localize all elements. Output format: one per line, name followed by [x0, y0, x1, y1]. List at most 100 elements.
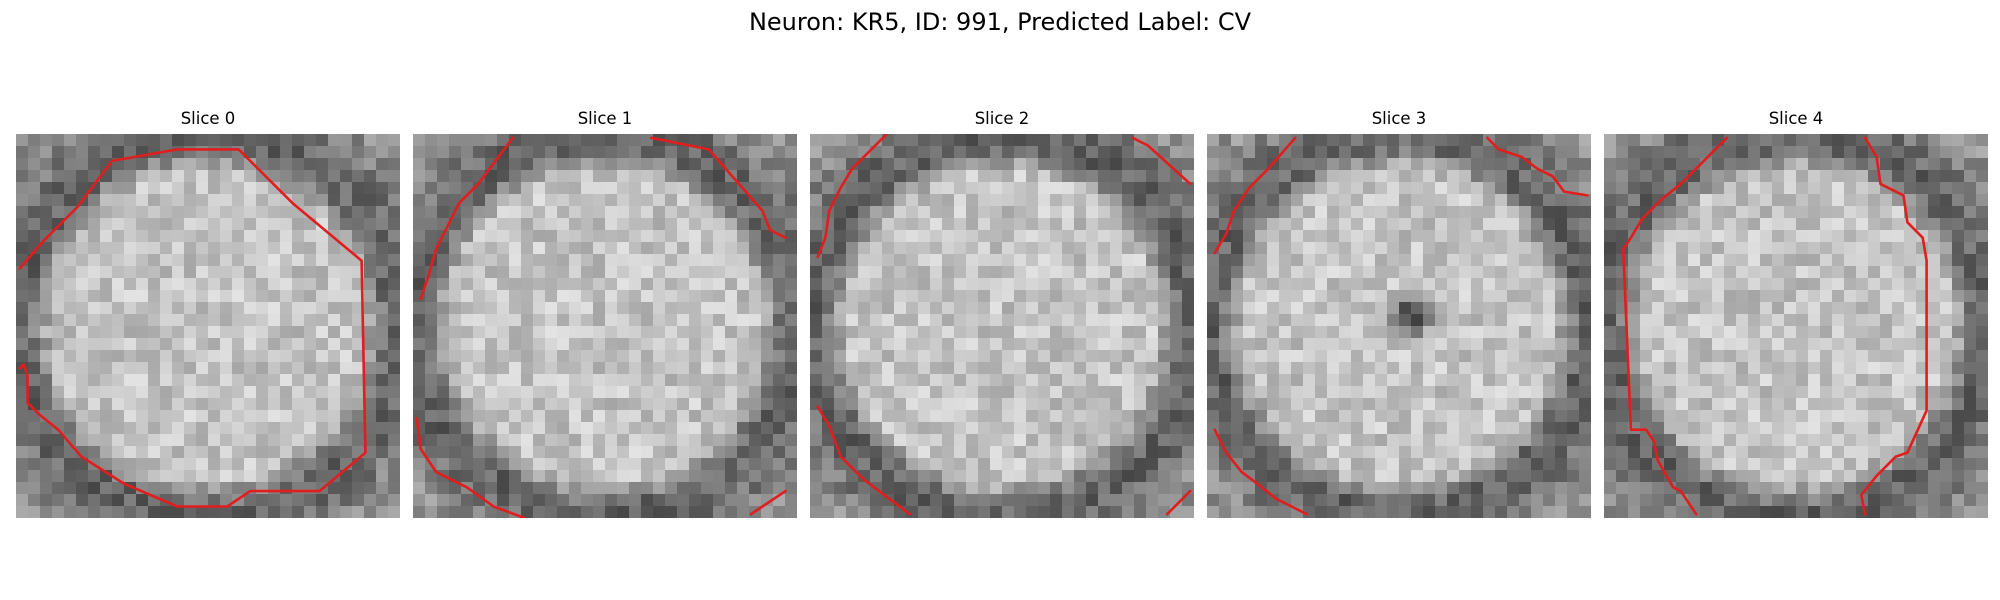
pixel-cell	[1844, 218, 1857, 231]
pixel-cell	[1856, 338, 1869, 351]
pixel-cell	[557, 326, 570, 339]
pixel-cell	[1664, 134, 1677, 147]
pixel-cell	[172, 146, 185, 159]
pixel-cell	[1531, 386, 1544, 399]
pixel-cell	[1772, 290, 1785, 303]
pixel-cell	[1664, 446, 1677, 459]
pixel-cell	[280, 230, 293, 243]
pixel-cell	[1495, 434, 1508, 447]
pixel-cell	[1748, 314, 1761, 327]
pixel-cell	[521, 206, 534, 219]
pixel-cell	[894, 314, 907, 327]
pixel-cell	[1303, 494, 1316, 507]
pixel-cell	[1255, 398, 1268, 411]
pixel-cell	[822, 458, 835, 471]
pixel-cell	[1363, 194, 1376, 207]
pixel-cell	[1399, 266, 1412, 279]
pixel-cell	[1531, 254, 1544, 267]
pixel-cell	[785, 326, 797, 339]
pixel-cell	[1339, 194, 1352, 207]
pixel-cell	[870, 494, 883, 507]
pixel-cell	[1170, 410, 1183, 423]
pixel-cell	[1784, 194, 1797, 207]
pixel-cell	[882, 398, 895, 411]
pixel-cell	[665, 146, 678, 159]
pixel-cell	[1435, 434, 1448, 447]
pixel-cell	[1207, 338, 1220, 351]
pixel-cell	[1760, 446, 1773, 459]
pixel-cell	[1098, 434, 1111, 447]
pixel-cell	[509, 254, 522, 267]
pixel-cell	[280, 134, 293, 147]
pixel-cell	[1724, 314, 1737, 327]
pixel-cell	[1207, 506, 1220, 518]
pixel-cell	[1026, 158, 1039, 171]
pixel-cell	[280, 506, 293, 518]
pixel-cell	[1146, 146, 1159, 159]
pixel-cell	[196, 386, 209, 399]
pixel-cell	[1399, 494, 1412, 507]
pixel-cell	[1519, 134, 1532, 147]
pixel-cell	[918, 470, 931, 483]
pixel-cell	[1026, 506, 1039, 518]
pixel-cell	[1267, 350, 1280, 363]
pixel-cell	[1267, 422, 1280, 435]
pixel-cell	[76, 314, 89, 327]
pixel-cell	[942, 470, 955, 483]
pixel-cell	[1700, 182, 1713, 195]
pixel-cell	[1712, 314, 1725, 327]
pixel-cell	[1688, 206, 1701, 219]
pixel-cell	[1423, 506, 1436, 518]
pixel-cell	[1784, 386, 1797, 399]
pixel-cell	[425, 374, 438, 387]
pixel-cell	[1820, 290, 1833, 303]
pixel-cell	[1038, 242, 1051, 255]
pixel-cell	[1940, 374, 1953, 387]
pixel-cell	[497, 266, 510, 279]
pixel-cell	[749, 482, 762, 495]
pixel-cell	[1423, 338, 1436, 351]
pixel-cell	[1760, 422, 1773, 435]
pixel-cell	[846, 254, 859, 267]
pixel-cell	[1158, 374, 1171, 387]
pixel-cell	[1074, 290, 1087, 303]
pixel-cell	[1567, 350, 1580, 363]
pixel-cell	[413, 410, 426, 423]
pixel-cell	[413, 482, 426, 495]
pixel-cell	[1471, 338, 1484, 351]
pixel-cell	[1880, 434, 1893, 447]
slice-title-3: Slice 3	[1371, 109, 1427, 128]
pixel-cell	[1411, 386, 1424, 399]
pixel-cell	[1279, 194, 1292, 207]
pixel-cell	[942, 458, 955, 471]
pixel-cell	[545, 254, 558, 267]
pixel-cell	[280, 410, 293, 423]
pixel-cell	[1832, 362, 1845, 375]
pixel-cell	[340, 170, 353, 183]
pixel-cell	[822, 446, 835, 459]
pixel-cell	[1604, 446, 1617, 459]
pixel-cell	[1664, 434, 1677, 447]
pixel-cell	[1579, 254, 1591, 267]
pixel-cell	[870, 134, 883, 147]
pixel-cell	[112, 206, 125, 219]
pixel-cell	[942, 350, 955, 363]
pixel-cell	[40, 194, 53, 207]
pixel-cell	[966, 182, 979, 195]
pixel-cell	[810, 398, 823, 411]
pixel-cell	[1279, 170, 1292, 183]
pixel-cell	[220, 482, 233, 495]
pixel-cell	[1531, 290, 1544, 303]
pixel-cell	[1616, 254, 1629, 267]
pixel-cell	[1327, 170, 1340, 183]
pixel-cell	[1519, 290, 1532, 303]
pixel-cell	[641, 458, 654, 471]
pixel-cell	[244, 242, 257, 255]
pixel-cell	[16, 242, 29, 255]
pixel-cell	[1808, 230, 1821, 243]
pixel-cell	[966, 314, 979, 327]
pixel-cell	[1038, 158, 1051, 171]
pixel-cell	[1820, 422, 1833, 435]
pixel-cell	[1471, 182, 1484, 195]
pixel-cell	[1255, 242, 1268, 255]
